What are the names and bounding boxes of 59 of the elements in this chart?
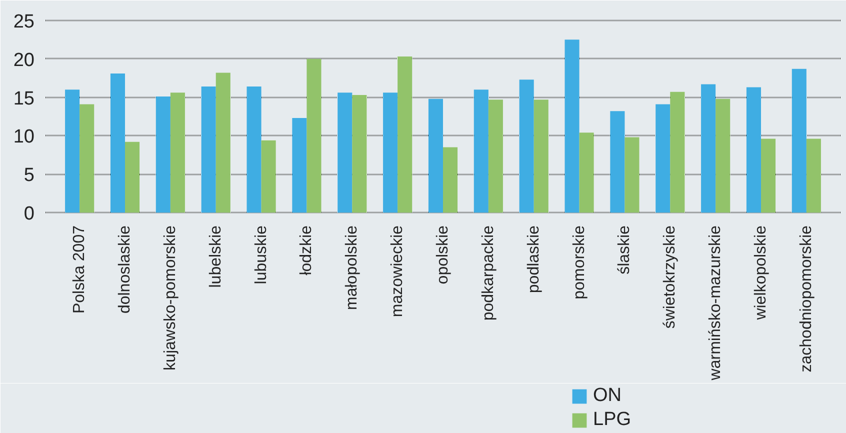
bar [201, 86, 216, 213]
y-tick-label: 25 [13, 11, 35, 32]
bar [656, 104, 670, 213]
legend-label: LPG [593, 409, 632, 431]
bar [65, 90, 80, 213]
bar [670, 92, 685, 213]
bar [261, 140, 276, 213]
x-tick-label: opolskie [434, 225, 452, 284]
bar [352, 94, 367, 213]
x-tick-label: podlaskie [525, 225, 542, 294]
x-tick-label: wielkopolskie [752, 225, 770, 321]
x-tick-label: pomorskie [570, 225, 588, 300]
bar [761, 138, 776, 213]
bar [428, 98, 443, 213]
y-tick-label: 10 [13, 126, 35, 148]
bar [246, 86, 262, 213]
bar [338, 92, 352, 213]
x-tick-label: warmińsko-mazurskie [707, 225, 724, 382]
bar [610, 111, 625, 213]
bar [398, 56, 412, 213]
x-tick-label: Polska 2007 [71, 225, 88, 314]
bar [292, 118, 307, 213]
bar [488, 100, 503, 213]
bar [474, 90, 488, 213]
bar [125, 142, 140, 213]
bar [306, 58, 322, 213]
x-tick-label: świetokrzyskie [662, 225, 679, 329]
x-tick-label: lubuskie [252, 225, 270, 284]
bar [579, 132, 594, 213]
bar [519, 80, 534, 213]
y-tick-label: 5 [24, 165, 35, 186]
bar [110, 73, 125, 213]
bar [746, 87, 761, 213]
x-tick-label: dolnoslaskie [116, 225, 134, 314]
bar [534, 100, 548, 213]
y-tick-label: 20 [13, 50, 35, 71]
x-tick-label: lubelskie [207, 225, 224, 288]
y-tick-label: 0 [24, 204, 35, 225]
bar [156, 96, 170, 213]
x-tick-label: mazowieckie [389, 225, 406, 318]
x-tick-label: podkarpackie [480, 225, 497, 321]
bar [170, 92, 185, 213]
bar [701, 84, 716, 213]
x-tick-label: zachodniopomorskie [798, 225, 815, 372]
bar [792, 68, 806, 213]
legend-label: ON [593, 385, 622, 407]
x-tick-label: kujawsko-pomorskie [162, 225, 179, 370]
bar [80, 104, 94, 213]
x-tick-label: małopolskie [344, 225, 361, 310]
bar [443, 147, 458, 213]
bar [383, 92, 398, 213]
bar [806, 138, 821, 213]
bar [624, 137, 640, 213]
bar [716, 98, 730, 213]
y-tick-label: 15 [13, 88, 35, 110]
bar [216, 72, 230, 213]
x-tick-label: łodzkie [298, 225, 316, 276]
x-tick-label: ślaskie [616, 225, 634, 274]
bar [564, 40, 580, 213]
